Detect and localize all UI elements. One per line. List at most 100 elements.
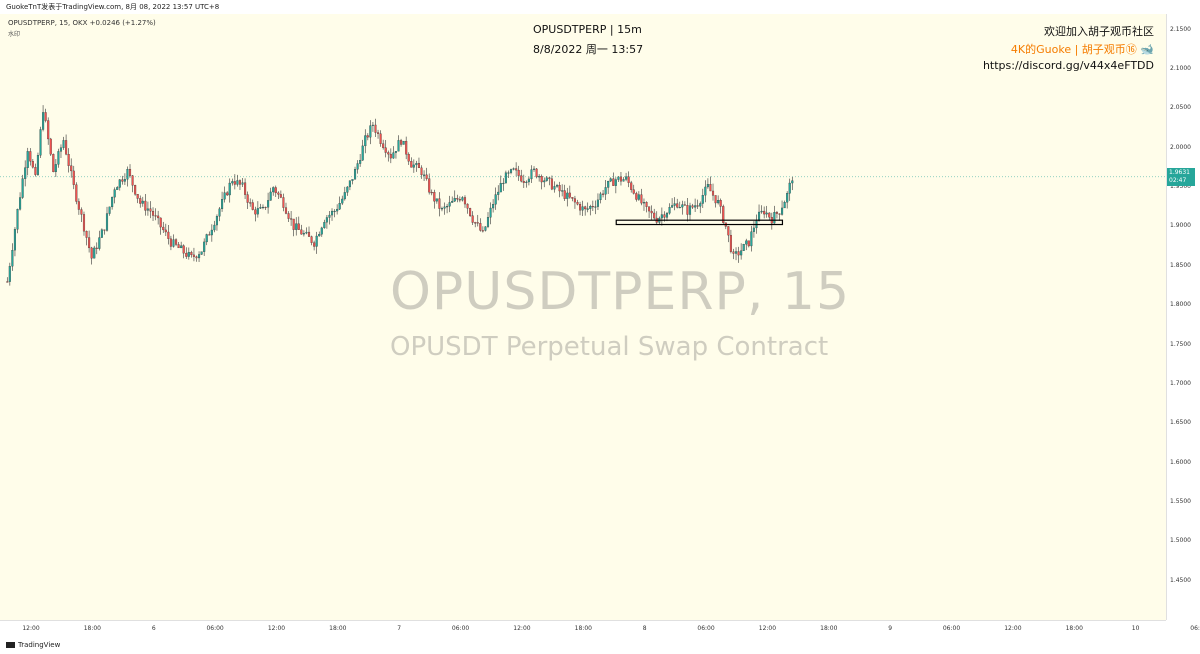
- candle-body: [734, 251, 738, 254]
- candle-body: [290, 218, 293, 220]
- time-axis[interactable]: [0, 620, 1166, 641]
- candle: [75, 182, 78, 205]
- footer-brand[interactable]: TradingView: [6, 641, 60, 649]
- candle: [213, 220, 216, 233]
- candle-body: [279, 194, 282, 198]
- candle-body: [187, 252, 190, 257]
- candle-body: [650, 210, 653, 214]
- candle: [261, 204, 265, 210]
- candle: [134, 184, 137, 196]
- candle: [694, 198, 697, 212]
- candle: [105, 206, 109, 232]
- time-tick-label: 10: [1131, 625, 1140, 632]
- candle: [630, 180, 633, 193]
- candle: [221, 191, 224, 212]
- candle: [576, 199, 579, 206]
- candle-body: [722, 206, 725, 223]
- candle-body: [361, 145, 364, 161]
- candle-body: [356, 163, 359, 170]
- price-axis[interactable]: [1166, 14, 1200, 620]
- candle-body: [75, 184, 78, 202]
- candle: [650, 205, 653, 221]
- candle: [745, 238, 748, 251]
- candle: [594, 200, 597, 215]
- candle-body: [642, 202, 646, 204]
- candle: [49, 137, 52, 156]
- candle: [195, 255, 198, 262]
- candle-body: [34, 167, 37, 175]
- price-tick-label: 2.1500: [1170, 25, 1191, 33]
- candle-body: [11, 249, 14, 267]
- candle: [428, 173, 431, 195]
- candle-body: [622, 179, 625, 182]
- candle-body: [604, 187, 607, 195]
- candle-body: [36, 155, 40, 175]
- candle: [295, 217, 298, 236]
- candle: [36, 152, 40, 176]
- candle-body: [635, 193, 638, 200]
- candle-body: [640, 194, 643, 204]
- candle: [384, 140, 387, 158]
- candle: [121, 175, 124, 185]
- candle-body: [169, 238, 172, 247]
- support-zone-rect: [615, 219, 784, 226]
- candle: [264, 206, 267, 211]
- candle-body: [489, 207, 492, 218]
- candle-body: [328, 214, 331, 218]
- candle: [752, 220, 755, 238]
- candle: [149, 201, 152, 219]
- candle-body: [668, 207, 671, 214]
- candle-body: [223, 192, 226, 200]
- plot-area[interactable]: [0, 14, 1166, 620]
- price-tick-label: 1.8500: [1170, 261, 1191, 269]
- candle: [665, 211, 669, 222]
- candle: [522, 174, 525, 188]
- candle: [596, 193, 599, 210]
- candle: [783, 200, 786, 209]
- price-tick-label: 1.9000: [1170, 222, 1191, 230]
- candle-body: [719, 200, 722, 207]
- candle-body: [208, 234, 211, 236]
- candle: [267, 192, 270, 214]
- candle: [555, 183, 559, 188]
- candle: [655, 211, 658, 225]
- candle-body: [297, 223, 300, 230]
- symbol-legend[interactable]: OPUSDTPERP, 15, OKX +0.0246 (+1.27%): [8, 19, 156, 27]
- candle-body: [65, 140, 68, 155]
- candle: [397, 135, 400, 152]
- candle: [297, 216, 300, 230]
- candle-body: [77, 201, 80, 210]
- candle: [231, 178, 234, 186]
- promo-link[interactable]: https://discord.gg/v44x4eFTDD: [982, 59, 1154, 72]
- candle: [645, 201, 648, 213]
- candle-body: [346, 186, 349, 193]
- candle: [159, 217, 162, 235]
- candle-body: [397, 140, 400, 152]
- candle-body: [249, 202, 252, 204]
- candle-body: [88, 237, 91, 249]
- candle: [307, 226, 311, 237]
- candle-body: [374, 124, 377, 133]
- candle: [535, 167, 538, 179]
- candle: [474, 221, 477, 228]
- candle-body: [185, 252, 188, 257]
- candle-body: [98, 237, 101, 249]
- candle: [244, 178, 247, 200]
- candle-body: [336, 208, 339, 212]
- candle-body: [573, 198, 576, 203]
- candle: [346, 186, 349, 196]
- candle: [305, 227, 308, 235]
- candle: [768, 212, 771, 221]
- candle: [100, 228, 103, 238]
- candle-body: [453, 198, 456, 202]
- candle-body: [550, 178, 553, 190]
- candle-body: [277, 192, 280, 195]
- candle: [637, 191, 640, 201]
- candle: [683, 201, 686, 206]
- candle-body: [750, 231, 753, 247]
- candle: [446, 203, 449, 214]
- candle: [42, 105, 45, 132]
- candle: [394, 151, 397, 159]
- candle-body: [215, 216, 218, 226]
- price-tick-label: 1.8000: [1170, 301, 1191, 309]
